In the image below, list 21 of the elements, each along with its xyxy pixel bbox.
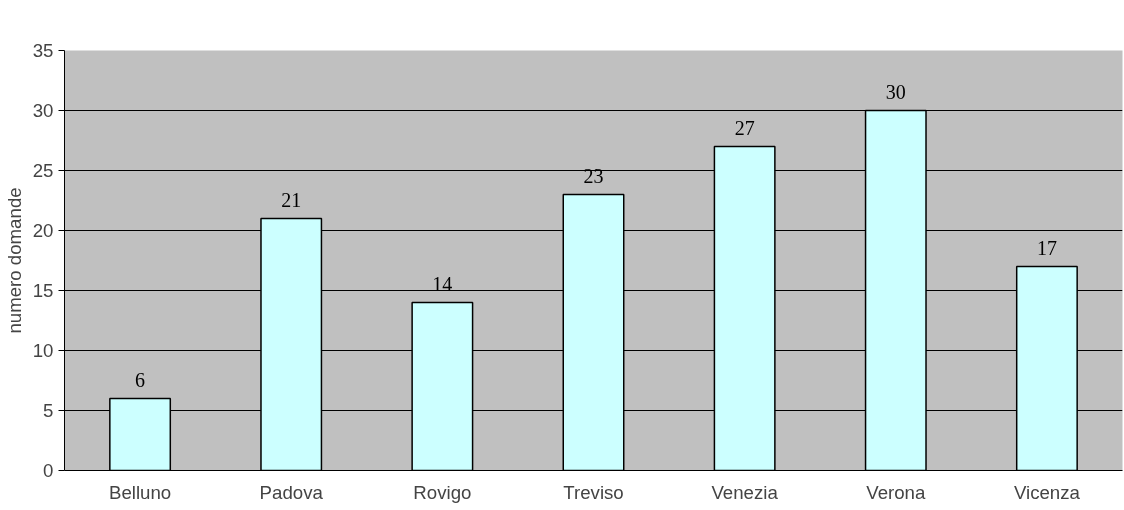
y-tick-label: 35 [32, 40, 54, 61]
y-tick-label: 30 [32, 100, 54, 121]
y-axis-title: numero domande [3, 187, 25, 334]
y-tick-label: 0 [43, 460, 54, 481]
y-tick-label: 20 [32, 220, 54, 241]
y-tick-label: 10 [32, 340, 54, 361]
x-tick-label: Vicenza [1013, 481, 1081, 503]
data-label: 17 [1036, 236, 1057, 259]
y-tick-label: 25 [32, 160, 54, 181]
x-tick-label: Venezia [711, 481, 779, 503]
x-tick-label: Belluno [108, 481, 172, 503]
data-label: 6 [135, 368, 146, 391]
x-tick-label: Treviso [563, 481, 624, 503]
x-tick-label: Rovigo [413, 481, 472, 503]
x-tick-label: Padova [259, 481, 324, 503]
data-label: 27 [734, 116, 755, 139]
y-tick-label: 15 [32, 280, 54, 301]
data-label: 30 [885, 80, 906, 103]
data-label: 21 [281, 188, 302, 211]
x-tick-label: Verona [866, 481, 926, 503]
y-tick-label: 5 [43, 400, 54, 421]
